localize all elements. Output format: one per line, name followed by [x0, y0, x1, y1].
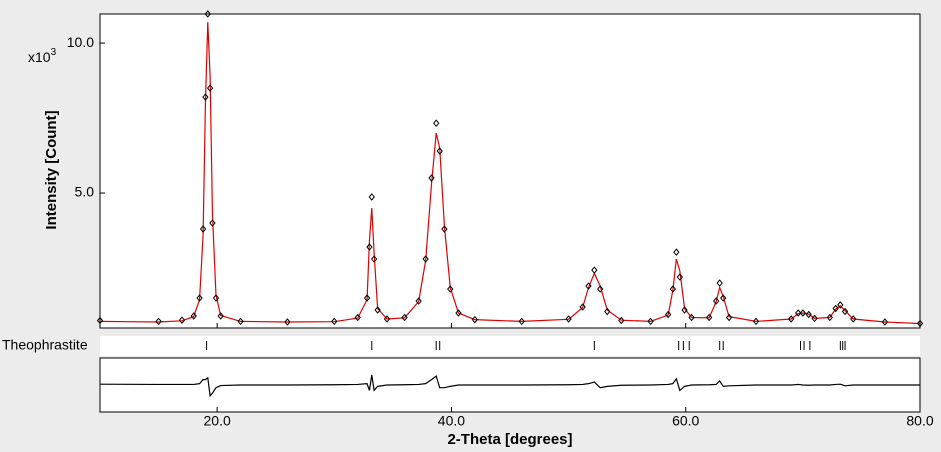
observed-point: [212, 294, 220, 302]
observed-point: [441, 225, 448, 233]
observed-point: [447, 285, 454, 293]
x-axis-label: 2-Theta [degrees]: [447, 431, 572, 448]
observed-point: [518, 317, 525, 326]
observed-point: [916, 319, 924, 328]
observed-point: [209, 219, 216, 227]
observed-point: [455, 309, 462, 317]
reflection-panel: [100, 336, 920, 356]
observed-point: [716, 279, 723, 287]
observed-point: [383, 315, 391, 323]
observed-point: [881, 318, 889, 326]
y-tick-label: 10.0: [67, 34, 94, 50]
observed-point: [428, 174, 435, 182]
observed-point: [618, 316, 625, 325]
multiplier: x103: [28, 47, 57, 65]
observed-point: [664, 310, 672, 319]
observed-point: [202, 93, 209, 101]
observed-point: [752, 317, 760, 326]
multiplier-base: x10: [28, 49, 51, 65]
observed-point: [370, 255, 378, 263]
x-tick-label: 20.0: [204, 413, 231, 429]
observed-point: [363, 294, 371, 302]
y-axis-label: Intensity [Count]: [43, 110, 60, 229]
observed-point: [237, 317, 244, 326]
observed-point: [401, 313, 408, 322]
observed-point: [720, 294, 727, 302]
observed-point: [415, 297, 422, 305]
observed-point: [204, 10, 211, 18]
observed-point: [433, 119, 440, 127]
observed-point: [206, 84, 214, 92]
observed-point: [354, 313, 361, 322]
observed-point: [713, 297, 720, 305]
observed-point: [705, 313, 713, 322]
observed-point: [217, 312, 224, 320]
calculated-line: [99, 22, 921, 325]
observed-point: [647, 317, 654, 326]
observed-point: [837, 301, 844, 309]
x-tick-label: 80.0: [906, 413, 933, 429]
observed-point: [669, 285, 676, 293]
y-tick-label: 5.0: [75, 184, 95, 200]
observed-point: [565, 315, 572, 323]
x-tick-label: 40.0: [438, 413, 465, 429]
multiplier-exponent: 3: [51, 47, 57, 58]
observed-point: [688, 313, 695, 322]
observed-point: [422, 255, 429, 263]
observed-point: [196, 294, 203, 302]
observed-point: [579, 303, 586, 311]
observed-point: [591, 266, 598, 274]
observed-point: [787, 315, 795, 323]
observed-point: [155, 317, 162, 326]
observed-point: [366, 243, 373, 251]
observed-point: [471, 315, 479, 324]
observed-point: [331, 317, 338, 326]
observed-point: [850, 315, 857, 323]
observed-point: [597, 285, 604, 293]
difference-line: [99, 374, 920, 398]
observed-point: [374, 306, 381, 314]
observed-point: [676, 273, 684, 281]
observed-point: [284, 318, 291, 326]
observed-point: [805, 310, 812, 319]
observed-point: [811, 314, 818, 323]
observed-point: [681, 306, 688, 314]
observed-point: [96, 316, 104, 325]
x-tick-label: 60.0: [672, 413, 699, 429]
observed-point: [673, 248, 680, 256]
observed-point: [199, 225, 207, 233]
observed-point: [585, 282, 592, 290]
observed-point: [841, 307, 849, 316]
observed-point: [832, 304, 839, 313]
observed-point: [178, 316, 186, 324]
phase-name: Theophrastite: [2, 337, 88, 353]
observed-point: [795, 309, 802, 317]
observed-point: [604, 307, 611, 316]
main-panel: [99, 13, 921, 329]
observed-point: [368, 193, 375, 201]
observed-point: [436, 147, 443, 155]
observed-point: [799, 309, 807, 317]
observed-point: [826, 313, 833, 322]
observed-point: [190, 312, 197, 320]
observed-point: [725, 313, 733, 322]
